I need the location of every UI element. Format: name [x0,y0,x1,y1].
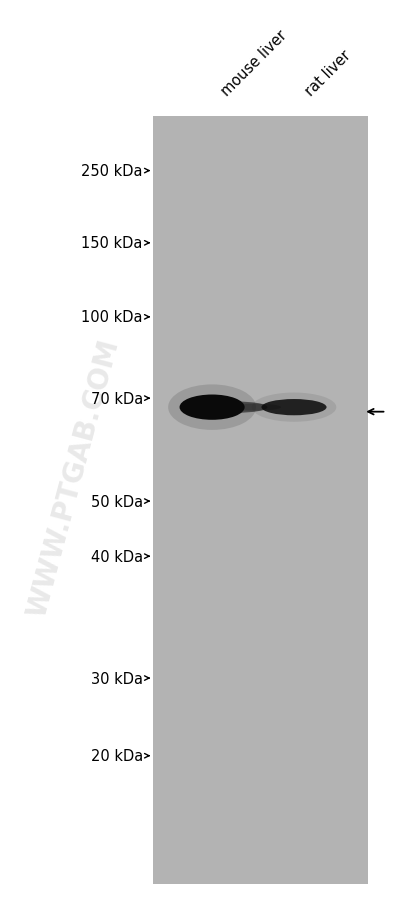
Bar [153,117,368,884]
Text: 100 kDa: 100 kDa [81,310,143,325]
Text: 150 kDa: 150 kDa [81,236,143,251]
Text: 20 kDa: 20 kDa [91,749,143,763]
Text: 40 kDa: 40 kDa [91,549,143,564]
Text: mouse liver: mouse liver [218,28,290,99]
Ellipse shape [261,400,327,416]
Text: 30 kDa: 30 kDa [91,671,143,686]
Ellipse shape [168,385,256,430]
Text: rat liver: rat liver [302,48,354,99]
Text: 70 kDa: 70 kDa [91,391,143,406]
Text: 50 kDa: 50 kDa [91,494,143,509]
Ellipse shape [202,402,268,413]
Ellipse shape [180,395,244,420]
Ellipse shape [225,404,281,411]
Text: WWW.PTGAB.COM: WWW.PTGAB.COM [23,336,124,620]
Text: 250 kDa: 250 kDa [81,164,143,179]
Ellipse shape [252,393,336,422]
